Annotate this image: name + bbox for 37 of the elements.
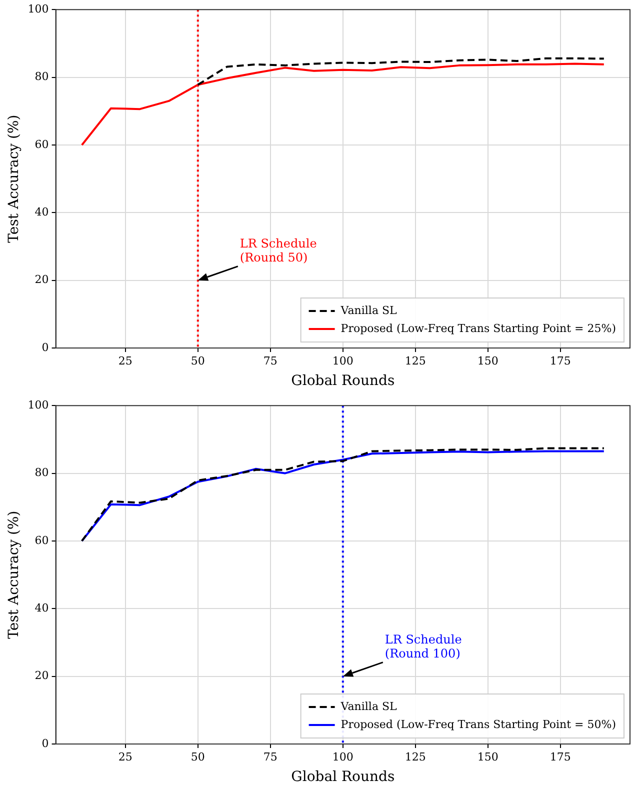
y-tick-label: 0	[42, 736, 49, 750]
legend-label: Vanilla SL	[340, 304, 398, 317]
y-tick-label: 60	[34, 534, 49, 547]
x-tick-label: 150	[477, 750, 498, 764]
x-tick-label: 50	[190, 750, 205, 764]
y-axis-title: Test Accuracy (%)	[6, 510, 22, 639]
y-tick-label: 0	[42, 340, 49, 354]
x-tick-label: 125	[404, 354, 426, 368]
line-series	[196, 57, 605, 86]
x-tick-label: 125	[404, 750, 426, 764]
x-tick-label: 100	[332, 750, 354, 764]
x-tick-label: 50	[190, 354, 205, 368]
x-tick-label: 75	[263, 354, 278, 368]
x-tick-label: 175	[550, 750, 571, 764]
ref-line-label: LR Schedule (Round 100)	[384, 632, 462, 660]
y-tick-label: 100	[28, 2, 49, 16]
y-tick-label: 100	[28, 398, 49, 412]
x-tick-label: 175	[550, 354, 571, 368]
legend-label: Proposed (Low-Freq Trans Starting Point = 50%)	[340, 718, 616, 731]
y-tick-label: 20	[34, 669, 49, 682]
legend-label: Vanilla SL	[340, 700, 398, 713]
x-tick-label: 150	[477, 354, 498, 368]
x-tick-label: 75	[263, 750, 278, 764]
x-axis-title: Global Rounds	[291, 769, 395, 786]
y-tick-label: 80	[34, 466, 49, 480]
x-tick-label: 25	[118, 750, 132, 764]
legend-label: Proposed (Low-Freq Trans Starting Point = 25%)	[340, 322, 616, 335]
x-tick-label: 25	[118, 354, 132, 368]
x-axis-title: Global Rounds	[291, 373, 395, 390]
x-tick-label: 100	[332, 354, 354, 368]
y-tick-label: 20	[34, 273, 49, 286]
y-tick-label: 80	[34, 70, 49, 84]
ref-line-label: LR Schedule (Round 50)	[240, 236, 317, 264]
y-tick-label: 40	[34, 206, 49, 218]
y-tick-label: 60	[34, 138, 49, 151]
y-tick-label: 40	[34, 602, 49, 614]
y-axis-title: Test Accuracy (%)	[6, 114, 22, 243]
